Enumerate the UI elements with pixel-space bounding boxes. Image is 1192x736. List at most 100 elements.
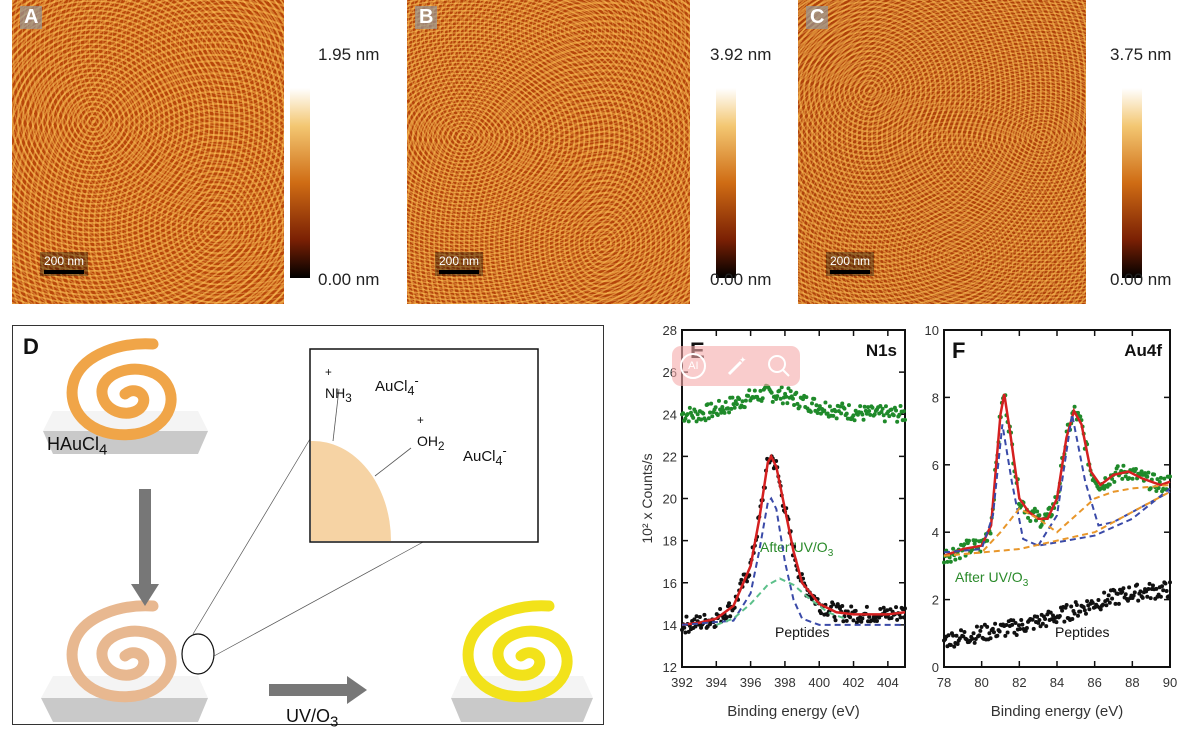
data-point bbox=[693, 409, 698, 414]
data-point bbox=[1085, 599, 1090, 604]
data-point bbox=[955, 642, 960, 647]
data-point bbox=[681, 411, 686, 416]
data-point bbox=[1100, 602, 1105, 607]
overlay-toolbar: AI ✦ bbox=[672, 346, 800, 386]
data-point bbox=[729, 406, 734, 411]
ai-button[interactable]: AI bbox=[679, 352, 707, 380]
data-point bbox=[946, 633, 951, 638]
annotation: Peptides bbox=[775, 624, 829, 640]
x-tick-label: 78 bbox=[937, 675, 951, 690]
fit-curve bbox=[681, 453, 906, 627]
data-point bbox=[889, 616, 894, 621]
data-point bbox=[991, 630, 996, 635]
anion-1: AuCl4- bbox=[375, 374, 419, 398]
data-point bbox=[993, 621, 998, 626]
data-point bbox=[1078, 609, 1083, 614]
data-point bbox=[1060, 608, 1065, 613]
data-point bbox=[683, 416, 688, 421]
colorbar-max: 3.92 nm bbox=[710, 45, 772, 64]
y-tick-label: 14 bbox=[663, 618, 677, 633]
data-point bbox=[1047, 505, 1052, 510]
data-point bbox=[1148, 596, 1153, 601]
data-point bbox=[951, 546, 956, 551]
data-point bbox=[770, 399, 775, 404]
data-point bbox=[831, 602, 836, 607]
data-point bbox=[816, 407, 821, 412]
data-point bbox=[1074, 603, 1079, 608]
magic-wand-button[interactable]: ✦ bbox=[722, 352, 750, 380]
data-point bbox=[903, 606, 907, 611]
data-point bbox=[970, 636, 975, 641]
data-point bbox=[1004, 622, 1009, 627]
data-point bbox=[1098, 486, 1103, 491]
y-tick-label: 16 bbox=[663, 576, 677, 591]
data-point bbox=[966, 538, 971, 543]
search-button[interactable] bbox=[765, 352, 793, 380]
data-point bbox=[784, 394, 789, 399]
data-point bbox=[1082, 608, 1087, 613]
data-point bbox=[1148, 486, 1153, 491]
x-tick-label: 82 bbox=[1012, 675, 1026, 690]
data-point bbox=[1024, 625, 1029, 630]
data-point bbox=[1112, 479, 1117, 484]
scale-bar: 200 nm bbox=[435, 252, 484, 276]
x-tick-label: 84 bbox=[1050, 675, 1064, 690]
subscript: 3 bbox=[345, 391, 352, 405]
schematic-drawing bbox=[41, 326, 593, 722]
data-point bbox=[1145, 474, 1150, 479]
annotation: After UV/O3 bbox=[760, 539, 834, 559]
data-point bbox=[1132, 590, 1137, 595]
data-point bbox=[1157, 479, 1162, 484]
data-point bbox=[1072, 404, 1077, 409]
data-point bbox=[709, 401, 714, 406]
data-point bbox=[792, 402, 797, 407]
data-point bbox=[951, 633, 956, 638]
y-axis-label: 10² x Counts/s bbox=[639, 453, 655, 543]
data-point bbox=[839, 411, 844, 416]
data-point bbox=[723, 399, 728, 404]
data-point bbox=[1135, 582, 1140, 587]
data-point bbox=[851, 618, 856, 623]
data-point bbox=[1013, 620, 1018, 625]
data-point bbox=[898, 403, 903, 408]
data-point bbox=[1121, 463, 1126, 468]
data-point bbox=[1043, 617, 1048, 622]
data-point bbox=[957, 556, 962, 561]
x-axis-label: Binding energy (eV) bbox=[727, 703, 860, 720]
data-point bbox=[972, 640, 977, 645]
data-point bbox=[778, 396, 783, 401]
data-point bbox=[990, 626, 995, 631]
data-point bbox=[1031, 626, 1036, 631]
data-point bbox=[1104, 603, 1109, 608]
schematic-panel-d: D HAuCl4 UV/O3 + NH3 AuCl4- + OH2 AuCl4- bbox=[12, 325, 604, 731]
component-curve bbox=[943, 490, 1171, 557]
data-point bbox=[685, 412, 690, 417]
data-point bbox=[699, 417, 704, 422]
data-point bbox=[827, 404, 832, 409]
afm-image-b: B 200 nm bbox=[407, 0, 690, 304]
reagent-subscript: 4 bbox=[99, 441, 108, 459]
data-point bbox=[699, 625, 704, 630]
data-point bbox=[797, 404, 802, 409]
data-point bbox=[1039, 522, 1044, 527]
data-point bbox=[1016, 623, 1021, 628]
oxonium-group: + OH2 bbox=[417, 414, 444, 452]
data-point bbox=[804, 395, 809, 400]
panel-label: B bbox=[415, 6, 438, 29]
data-point bbox=[703, 418, 708, 423]
data-point bbox=[732, 405, 737, 410]
arrow-down-icon bbox=[131, 489, 159, 606]
data-point bbox=[1146, 587, 1151, 592]
data-point bbox=[738, 581, 743, 586]
data-point bbox=[708, 410, 713, 415]
data-point bbox=[786, 386, 791, 391]
fiber-cross-section bbox=[311, 440, 391, 541]
reagent-text: HAuCl bbox=[47, 434, 100, 454]
data-point bbox=[780, 401, 785, 406]
data-point bbox=[1096, 597, 1101, 602]
x-tick-label: 404 bbox=[877, 675, 899, 690]
data-point bbox=[862, 404, 867, 409]
data-point bbox=[1031, 510, 1036, 515]
reagent-label: HAuCl4 bbox=[47, 434, 107, 459]
colorbar-max: 3.75 nm bbox=[1110, 45, 1172, 64]
